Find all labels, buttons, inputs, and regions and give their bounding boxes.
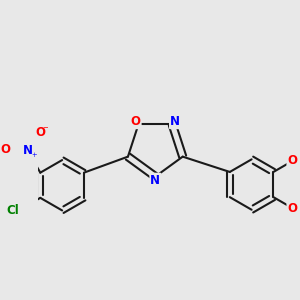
Text: O: O: [287, 154, 297, 167]
Text: N: N: [23, 144, 33, 157]
Text: O: O: [0, 143, 10, 156]
Text: Cl: Cl: [7, 204, 20, 217]
Text: O: O: [131, 115, 141, 128]
Text: O: O: [35, 126, 45, 139]
Text: O: O: [287, 202, 297, 215]
Text: $^{+}$: $^{+}$: [31, 152, 38, 162]
Text: N: N: [170, 115, 180, 128]
Text: N: N: [150, 174, 160, 187]
Text: $^{-}$: $^{-}$: [42, 125, 49, 135]
